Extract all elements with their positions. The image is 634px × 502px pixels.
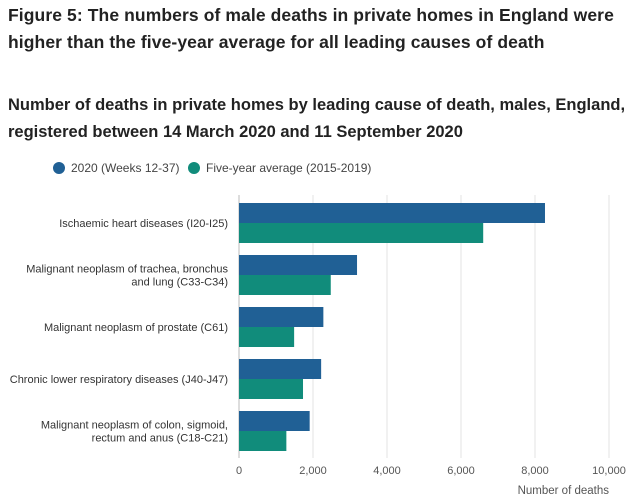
x-tick-label: 2,000 [299, 465, 327, 477]
category-label: and lung (C33-C34) [131, 277, 228, 289]
bar-five-year-average [239, 275, 331, 295]
bar-five-year-average [239, 431, 287, 451]
category-label: Chronic lower respiratory diseases (J40-… [10, 374, 228, 386]
x-axis-title: Number of deaths [518, 485, 610, 497]
x-tick-label: 6,000 [447, 465, 475, 477]
bar-2020 [239, 255, 358, 275]
category-label: Malignant neoplasm of colon, sigmoid, [41, 420, 228, 432]
category-label: Malignant neoplasm of trachea, bronchus [26, 264, 228, 276]
legend-swatch-five-year-average [188, 162, 200, 174]
legend-label-five-year-average: Five-year average (2015-2019) [206, 161, 372, 175]
legend-item-five-year-average: Five-year average (2015-2019) [188, 158, 371, 178]
chart-subtitle: Number of deaths in private homes by lea… [8, 96, 626, 141]
bar-2020 [239, 307, 324, 327]
x-tick-label: 4,000 [373, 465, 401, 477]
bar-five-year-average [239, 379, 304, 399]
category-label: Malignant neoplasm of prostate (C61) [44, 322, 228, 334]
legend-item-2020: 2020 (Weeks 12-37) [53, 158, 180, 178]
x-tick-label: 8,000 [521, 465, 549, 477]
x-tick-label: 10,000 [592, 465, 626, 477]
x-tick-label: 0 [236, 465, 242, 477]
bar-five-year-average [239, 223, 484, 243]
legend-swatch-2020 [53, 162, 65, 174]
category-label: rectum and anus (C18-C21) [92, 433, 228, 445]
chart-legend: 2020 (Weeks 12-37) Five-year average (20… [0, 158, 634, 178]
category-label: Ischaemic heart diseases (I20-I25) [59, 218, 228, 230]
bar-2020 [239, 411, 310, 431]
bar-five-year-average [239, 327, 295, 347]
figure-title: Figure 5: The numbers of male deaths in … [8, 5, 614, 52]
legend-label-2020: 2020 (Weeks 12-37) [71, 161, 180, 175]
bar-2020 [239, 359, 322, 379]
bar-2020 [239, 203, 545, 223]
